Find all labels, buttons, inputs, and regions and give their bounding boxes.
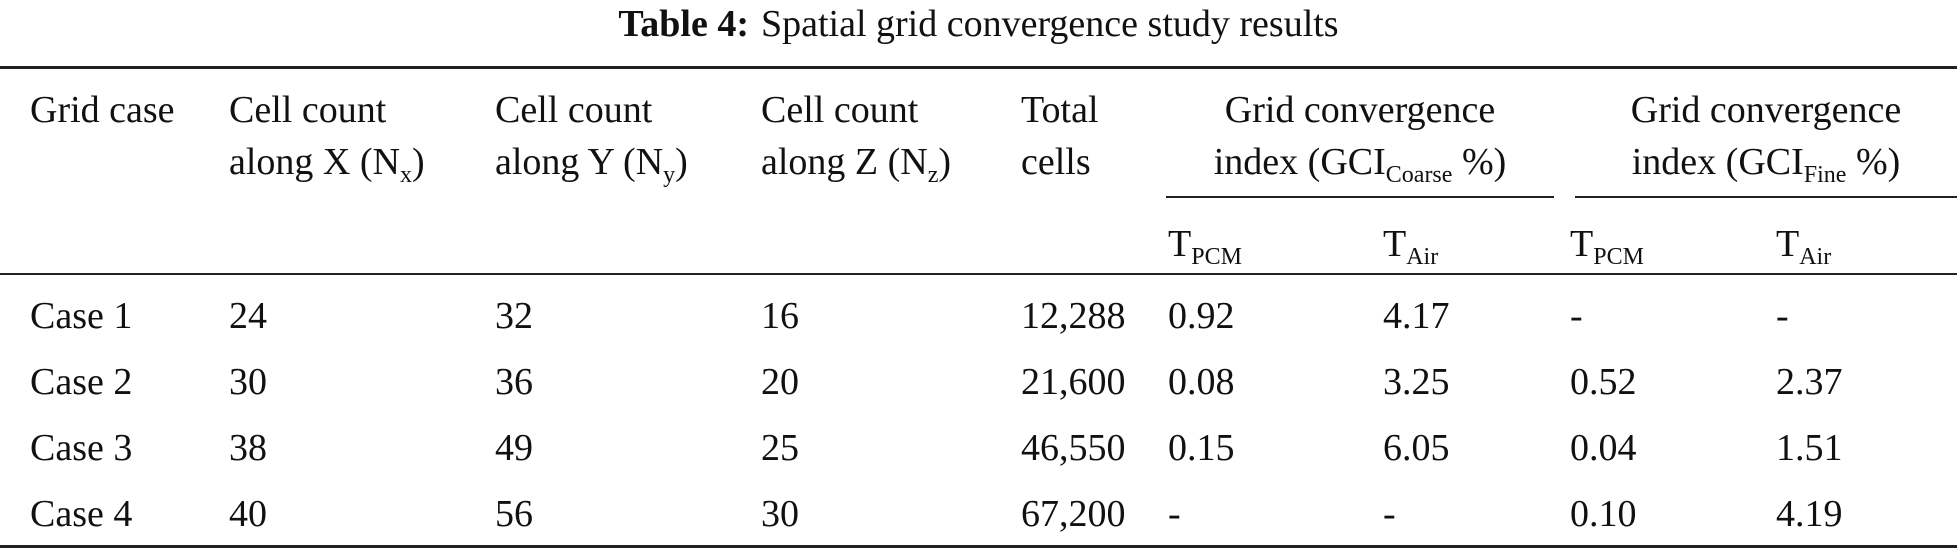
header-fine-t-air: TAir bbox=[1776, 223, 1832, 270]
header-nx-line2: along X (Nx) bbox=[229, 141, 425, 188]
table-cell: 30 bbox=[761, 493, 799, 535]
table-cell: 20 bbox=[761, 361, 799, 403]
header-fine-t-pcm: TPCM bbox=[1570, 223, 1644, 270]
table-cell: 2.37 bbox=[1776, 361, 1843, 403]
table-caption-text: Spatial grid convergence study results bbox=[760, 3, 1339, 45]
table-cell: 36 bbox=[495, 361, 533, 403]
table-cell: - bbox=[1776, 295, 1789, 337]
table-cell: 0.04 bbox=[1570, 427, 1637, 469]
gci-fine-group-rule bbox=[1575, 196, 1957, 198]
header-coarse-t-air: TAir bbox=[1383, 223, 1439, 270]
table-cell: 12,288 bbox=[1021, 295, 1126, 337]
header-nx-line1: Cell count bbox=[229, 89, 387, 131]
header-total-line1: Total bbox=[1021, 89, 1099, 131]
table-cell: 0.52 bbox=[1570, 361, 1637, 403]
header-nz-line2: along Z (Nz) bbox=[761, 141, 952, 188]
table-cell: 49 bbox=[495, 427, 533, 469]
table-cell: 46,550 bbox=[1021, 427, 1126, 469]
table-cell: 32 bbox=[495, 295, 533, 337]
header-coarse-t-pcm: TPCM bbox=[1168, 223, 1242, 270]
table-cell: 0.10 bbox=[1570, 493, 1637, 535]
table-cell: - bbox=[1383, 493, 1396, 535]
header-rule bbox=[0, 273, 1957, 275]
header-ny-line1: Cell count bbox=[495, 89, 653, 131]
table-cell: 6.05 bbox=[1383, 427, 1450, 469]
table-cell: Case 3 bbox=[30, 427, 133, 469]
table-cell: 40 bbox=[229, 493, 267, 535]
table-cell: Case 4 bbox=[30, 493, 133, 535]
table-cell: 0.08 bbox=[1168, 361, 1235, 403]
header-nz-line1: Cell count bbox=[761, 89, 919, 131]
table-cell: 1.51 bbox=[1776, 427, 1843, 469]
table-cell: - bbox=[1570, 295, 1583, 337]
table-cell: 38 bbox=[229, 427, 267, 469]
gci-coarse-group-rule bbox=[1166, 196, 1554, 198]
header-ny-line2: along Y (Ny) bbox=[495, 141, 688, 188]
table-cell: 16 bbox=[761, 295, 799, 337]
table-cell: - bbox=[1168, 493, 1181, 535]
table-cell: Case 1 bbox=[30, 295, 133, 337]
table-cell: 21,600 bbox=[1021, 361, 1126, 403]
top-rule bbox=[0, 66, 1957, 69]
table-cell: 67,200 bbox=[1021, 493, 1126, 535]
header-gci-coarse-line1: Grid convergence bbox=[1224, 89, 1496, 131]
table-cell: 56 bbox=[495, 493, 533, 535]
header-total-line2: cells bbox=[1021, 141, 1091, 183]
bottom-rule bbox=[0, 545, 1957, 548]
table-caption: Table 4: Spatial grid convergence study r… bbox=[0, 4, 1957, 44]
header-grid-case: Grid case bbox=[30, 89, 175, 131]
table-cell: 0.92 bbox=[1168, 295, 1235, 337]
header-gci-fine-line1: Grid convergence bbox=[1630, 89, 1902, 131]
table-caption-label: Table 4: bbox=[618, 3, 749, 45]
table-cell: 4.17 bbox=[1383, 295, 1450, 337]
table-cell: 25 bbox=[761, 427, 799, 469]
table-cell: 4.19 bbox=[1776, 493, 1843, 535]
header-gci-fine-line2: index (GCIFine %) bbox=[1631, 141, 1901, 188]
table-cell: Case 2 bbox=[30, 361, 133, 403]
header-gci-coarse-line2: index (GCICoarse %) bbox=[1213, 141, 1507, 188]
table-cell: 30 bbox=[229, 361, 267, 403]
table-cell: 3.25 bbox=[1383, 361, 1450, 403]
table-cell: 0.15 bbox=[1168, 427, 1235, 469]
table-cell: 24 bbox=[229, 295, 267, 337]
